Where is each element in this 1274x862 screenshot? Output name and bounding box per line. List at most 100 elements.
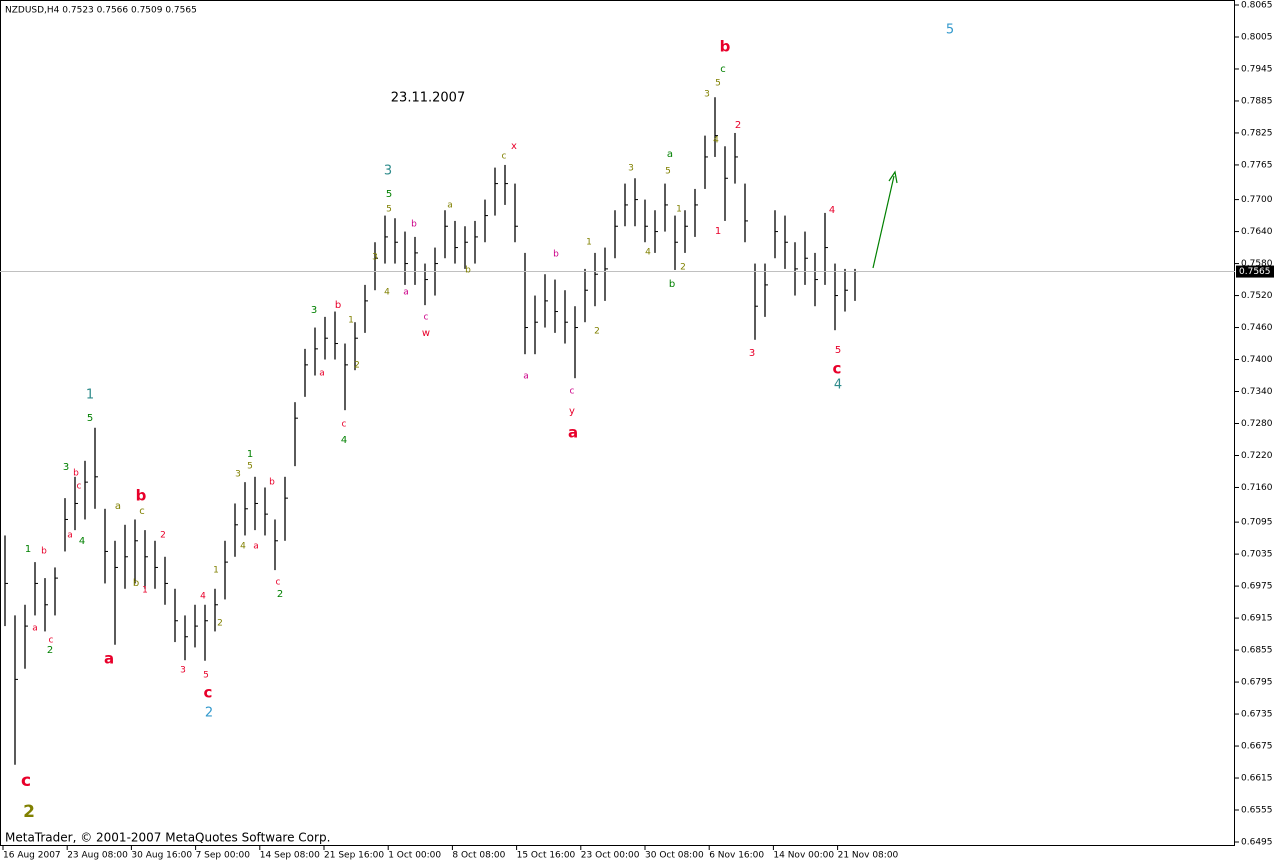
wave-label: 2 bbox=[277, 589, 283, 600]
wave-label: 4 bbox=[834, 378, 842, 393]
wave-label: 5 bbox=[665, 167, 671, 177]
y-tick-label: 0.6615 bbox=[1241, 774, 1273, 784]
plot-frame bbox=[0, 0, 1235, 846]
wave-label: 2 bbox=[680, 263, 686, 273]
wave-label: 5 bbox=[386, 189, 392, 200]
current-price-label: 0.7565 bbox=[1239, 267, 1271, 277]
x-tick-label: 14 Sep 08:00 bbox=[260, 851, 320, 861]
wave-label: 5 bbox=[715, 79, 721, 89]
x-tick-label: 1 Oct 00:00 bbox=[388, 851, 441, 861]
y-tick-label: 0.6675 bbox=[1241, 742, 1273, 752]
wave-label: b bbox=[41, 547, 47, 557]
current-price-box bbox=[1236, 265, 1274, 278]
x-tick-label: 7 Sep 00:00 bbox=[196, 851, 251, 861]
wave-label: 3 bbox=[311, 305, 317, 316]
wave-label: c bbox=[77, 482, 82, 492]
wave-label: 2 bbox=[217, 619, 223, 629]
wave-label: b bbox=[269, 478, 275, 488]
wave-label: y bbox=[569, 406, 575, 417]
wave-label: c bbox=[833, 360, 842, 378]
wave-label: a bbox=[104, 650, 114, 668]
y-tick-label: 0.7340 bbox=[1241, 387, 1273, 397]
x-tick-label: 16 Aug 2007 bbox=[3, 851, 61, 861]
wave-label: c bbox=[204, 684, 213, 702]
y-tick-label: 0.6795 bbox=[1241, 678, 1273, 688]
y-tick-label: 0.6555 bbox=[1241, 806, 1273, 816]
wave-label: c bbox=[342, 420, 347, 430]
wave-label: c bbox=[424, 313, 429, 323]
y-tick-label: 0.7885 bbox=[1241, 96, 1273, 106]
wave-label: 3 bbox=[63, 462, 69, 473]
y-tick-label: 0.7765 bbox=[1241, 160, 1273, 170]
wave-label: a bbox=[447, 201, 453, 211]
wave-label: b bbox=[133, 578, 139, 589]
y-tick-label: 0.7400 bbox=[1241, 355, 1273, 365]
wave-label: 1 bbox=[715, 226, 721, 237]
arrow bbox=[872, 175, 895, 269]
y-tick-label: 0.7280 bbox=[1241, 419, 1273, 429]
y-tick-label: 0.7160 bbox=[1241, 483, 1273, 493]
y-tick-label: 0.6975 bbox=[1241, 582, 1273, 592]
y-tick-label: 0.7945 bbox=[1241, 64, 1273, 74]
x-tick-label: 30 Aug 16:00 bbox=[131, 851, 192, 861]
y-tick-label: 0.7580 bbox=[1241, 259, 1273, 269]
wave-label: a bbox=[253, 542, 259, 552]
x-tick-label: 23 Oct 00:00 bbox=[581, 851, 640, 861]
wave-label: w bbox=[422, 328, 430, 339]
wave-label: 3 bbox=[749, 348, 755, 359]
wave-label: 23.11.2007 bbox=[391, 91, 465, 106]
wave-label: 5 bbox=[835, 345, 841, 356]
wave-label: c bbox=[502, 152, 507, 162]
wave-label: 5 bbox=[87, 413, 93, 424]
wave-label: 3 bbox=[372, 253, 378, 263]
x-tick-label: 30 Oct 08:00 bbox=[645, 851, 704, 861]
y-tick-label: 0.6915 bbox=[1241, 614, 1273, 624]
x-tick-label: 23 Aug 08:00 bbox=[67, 851, 128, 861]
wave-label: a bbox=[67, 531, 73, 541]
wave-label: 5 bbox=[203, 671, 209, 681]
wave-label: 1 bbox=[25, 544, 31, 555]
wave-label: b bbox=[335, 300, 341, 311]
wave-label: c bbox=[570, 387, 575, 397]
wave-label: 2 bbox=[735, 120, 741, 131]
wave-label: a bbox=[115, 501, 121, 512]
y-tick-label: 0.6855 bbox=[1241, 646, 1273, 656]
y-tick-label: 0.8005 bbox=[1241, 32, 1273, 42]
wave-label: b bbox=[465, 266, 471, 276]
wave-label: 4 bbox=[200, 592, 206, 602]
y-tick-label: 0.6735 bbox=[1241, 710, 1273, 720]
x-tick-label: 14 Nov 00:00 bbox=[773, 851, 834, 861]
wave-label: 3 bbox=[384, 164, 392, 179]
wave-label: 4 bbox=[79, 536, 85, 547]
wave-label: 2 bbox=[160, 531, 166, 541]
chart-title: NZDUSD,H4 0.7523 0.7566 0.7509 0.7565 bbox=[5, 6, 197, 16]
wave-label: 1 bbox=[247, 449, 253, 460]
x-tick-label: 8 Oct 08:00 bbox=[452, 851, 505, 861]
arrow-head bbox=[888, 170, 898, 184]
wave-label: c bbox=[21, 771, 31, 791]
wave-label: b bbox=[136, 487, 147, 505]
wave-label: 4 bbox=[240, 542, 246, 552]
wave-label: b bbox=[720, 38, 731, 56]
y-tick-label: 0.7700 bbox=[1241, 195, 1273, 205]
wave-label: 3 bbox=[704, 90, 710, 100]
y-tick-label: 0.7035 bbox=[1241, 550, 1273, 560]
y-tick-label: 0.7095 bbox=[1241, 518, 1273, 528]
x-tick-label: 15 Oct 16:00 bbox=[517, 851, 576, 861]
wave-label: 2 bbox=[354, 361, 360, 371]
y-tick-label: 0.7640 bbox=[1241, 227, 1273, 237]
wave-label: a bbox=[319, 369, 325, 379]
wave-label: c bbox=[276, 578, 281, 588]
wave-label: 3 bbox=[235, 470, 241, 480]
wave-label: b bbox=[669, 279, 675, 290]
y-tick-label: 0.7460 bbox=[1241, 323, 1273, 333]
wave-label: c bbox=[139, 506, 145, 517]
wave-label: a bbox=[523, 372, 529, 382]
wave-label: a bbox=[568, 424, 578, 442]
wave-label: a bbox=[403, 288, 409, 298]
x-tick-label: 21 Sep 16:00 bbox=[324, 851, 384, 861]
wave-label: 1 bbox=[348, 316, 354, 326]
wave-label: 3 bbox=[628, 164, 634, 174]
wave-label: a bbox=[32, 624, 38, 634]
